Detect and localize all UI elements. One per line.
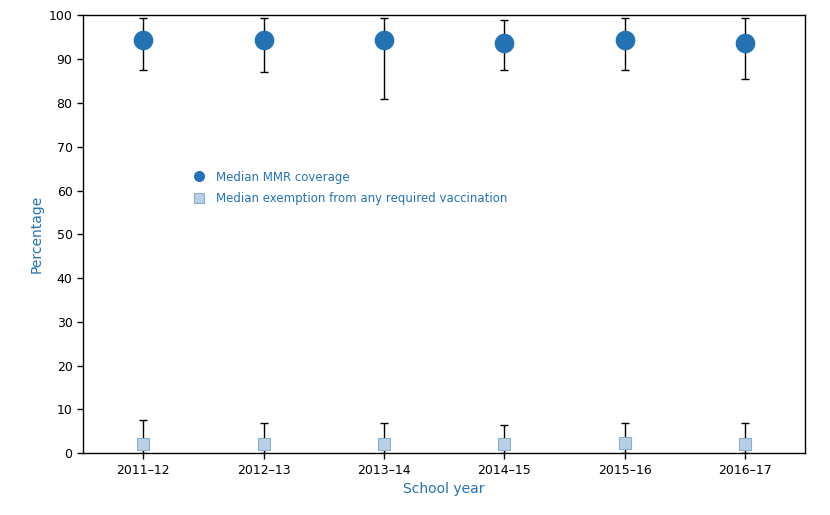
Y-axis label: Percentage: Percentage <box>29 195 43 273</box>
X-axis label: School year: School year <box>403 482 485 496</box>
Point <box>257 36 271 44</box>
Point <box>257 439 271 448</box>
Point <box>618 36 631 44</box>
Point <box>136 440 149 449</box>
Point <box>498 439 511 448</box>
Point <box>136 36 149 44</box>
Point <box>377 440 391 448</box>
Point <box>739 39 752 47</box>
Legend: Median MMR coverage, Median exemption from any required vaccination: Median MMR coverage, Median exemption fr… <box>183 166 512 210</box>
Point <box>377 36 391 44</box>
Point <box>498 39 511 47</box>
Point <box>739 439 752 448</box>
Point <box>618 439 631 447</box>
